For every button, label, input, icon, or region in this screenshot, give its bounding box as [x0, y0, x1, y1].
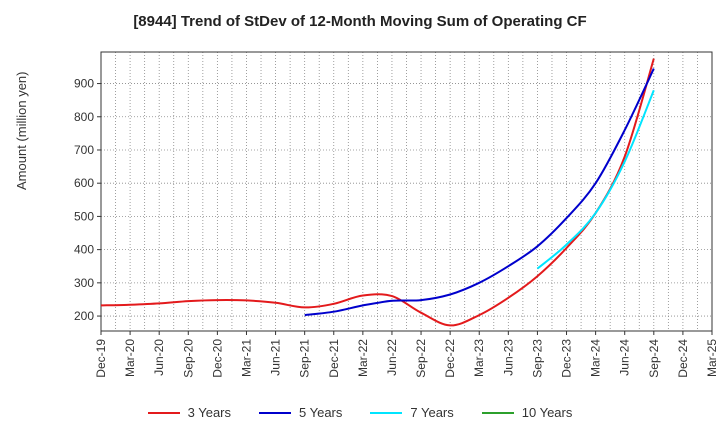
x-tick-label: Dec-22 [443, 339, 457, 378]
y-tick-label: 500 [74, 209, 94, 223]
legend-swatch [259, 411, 291, 414]
legend-label: 10 Years [521, 405, 573, 420]
chart-title: [8944] Trend of StDev of 12-Month Moving… [133, 13, 587, 30]
x-tick-label: Jun-23 [501, 339, 515, 376]
x-tick-label: Mar-21 [239, 339, 253, 377]
legend-item: 7 Years [370, 405, 454, 420]
y-tick-label: 200 [74, 309, 94, 323]
x-tick-label: Sep-23 [530, 339, 544, 378]
legend-item: 10 Years [481, 405, 573, 420]
x-tick-label: Mar-24 [589, 339, 603, 377]
y-tick-label: 600 [74, 176, 94, 190]
y-tick-label: 900 [74, 77, 94, 91]
x-tick-label: Jun-22 [385, 339, 399, 376]
x-tick-label: Jun-20 [152, 339, 166, 376]
legend-swatch [147, 411, 180, 414]
x-tick-label: Dec-21 [327, 339, 341, 378]
x-tick-label: Jun-24 [618, 339, 632, 376]
series-line-5-years [304, 68, 655, 317]
x-tick-label: Dec-19 [94, 339, 108, 378]
legend: 3 Years 5 Years 7 Years 10 Years [0, 405, 720, 420]
x-tick-label: Dec-20 [210, 339, 224, 378]
x-tick-label: Dec-24 [676, 339, 690, 378]
x-tick-label: Sep-21 [298, 339, 312, 378]
x-tick-label: Mar-25 [705, 339, 719, 377]
y-tick-label: 800 [74, 110, 94, 124]
x-tick-label: Mar-23 [472, 339, 486, 377]
legend-label: 5 Years [299, 405, 343, 420]
y-tick-label: 300 [74, 276, 94, 290]
legend-swatch [481, 411, 514, 414]
x-tick-label: Sep-20 [181, 339, 195, 378]
x-tick-label: Jun-21 [269, 339, 283, 376]
legend-label: 3 Years [187, 405, 231, 420]
legend-item: 3 Years [147, 405, 231, 420]
legend-label: 7 Years [410, 405, 454, 420]
x-tick-label: Dec-23 [560, 339, 574, 378]
x-tick-label: Mar-22 [356, 339, 370, 377]
x-tick-label: Sep-24 [647, 339, 661, 378]
x-tick-label: Mar-20 [123, 339, 137, 377]
series-line-3-years [100, 58, 655, 327]
legend-swatch [370, 411, 403, 414]
y-tick-label: 400 [74, 243, 94, 257]
series-line-7-years [536, 89, 655, 270]
y-tick-label: 700 [74, 143, 94, 157]
plot-frame [100, 51, 713, 332]
legend-item: 5 Years [259, 405, 342, 420]
x-tick-label: Sep-22 [414, 339, 428, 378]
